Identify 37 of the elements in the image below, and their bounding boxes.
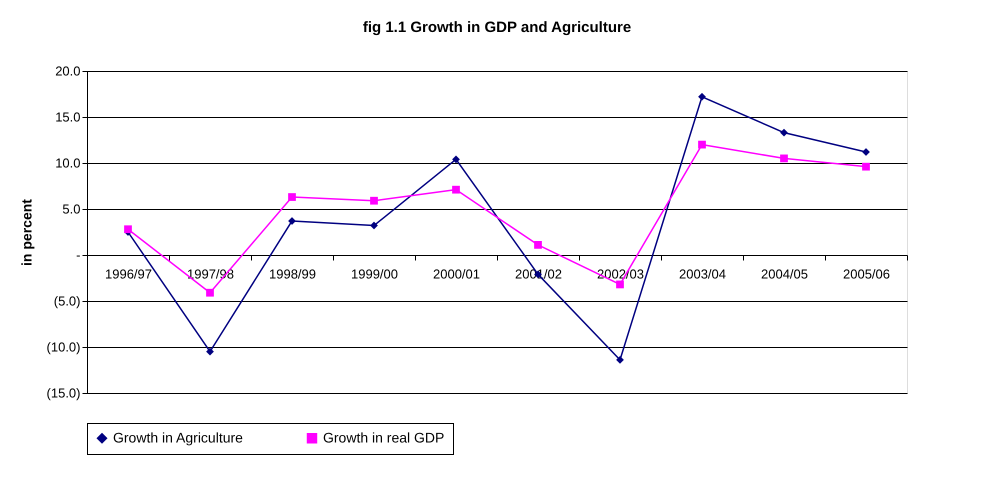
point [452, 186, 460, 194]
point [124, 225, 132, 234]
legend-label: Growth in real GDP [323, 429, 444, 446]
point [698, 140, 706, 148]
y-tick-label: 15.0 [55, 110, 80, 124]
point [862, 148, 870, 156]
x-tick-label: 1998/99 [269, 266, 316, 282]
x-tick-label: 1999/00 [351, 266, 398, 282]
point [616, 356, 624, 364]
x-tick-label: 2000/01 [433, 266, 480, 282]
y-tick-label: 5.0 [62, 202, 80, 216]
y-axis-title: in percent [18, 198, 35, 266]
point [698, 92, 706, 101]
point [206, 348, 214, 356]
point [452, 155, 460, 164]
legend-label: Growth in Agriculture [113, 429, 244, 446]
point [780, 154, 788, 162]
x-tick-label: 2003/04 [679, 266, 726, 282]
point [206, 288, 214, 297]
point [288, 193, 296, 201]
x-tick-label: 1996/97 [105, 266, 152, 282]
point [780, 128, 788, 137]
y-tick-label: 20.0 [55, 64, 80, 78]
y-tick-label: 10.0 [55, 156, 80, 170]
chart-title: fig 1.1 Growth in GDP and Agriculture [362, 19, 632, 36]
y-tick-label: (15.0) [46, 386, 80, 400]
point [616, 280, 624, 288]
y-tick-label: (5.0) [54, 294, 80, 308]
y-tick-label: - [76, 248, 80, 262]
point [862, 162, 870, 171]
x-tick-label: 2005/06 [843, 266, 890, 282]
point [370, 196, 378, 205]
y-tick-label: (10.0) [46, 340, 80, 354]
point [370, 222, 378, 230]
point [288, 217, 296, 225]
x-tick-label: 2004/05 [761, 266, 808, 282]
point [534, 241, 542, 249]
